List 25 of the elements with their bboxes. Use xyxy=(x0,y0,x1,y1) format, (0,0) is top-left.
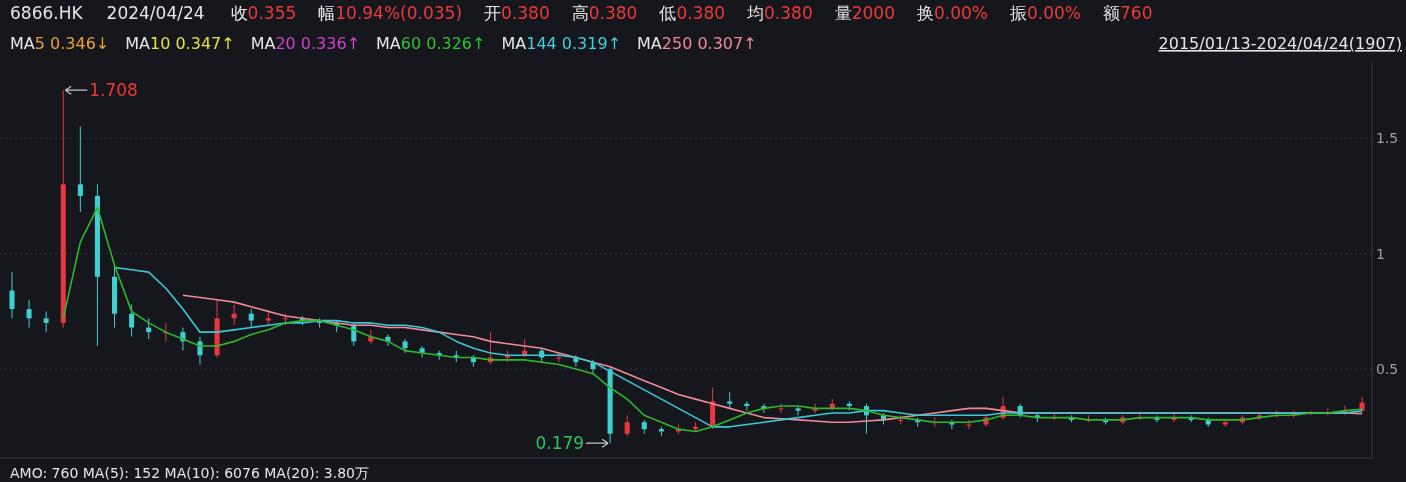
text: 高0.380 xyxy=(571,3,638,23)
chart-title: 6866.HK xyxy=(10,3,84,23)
y-tick-label: 0.5 xyxy=(1376,361,1399,378)
text: 量2000 xyxy=(834,3,895,23)
text: 2015/01/13-2024/04/24(1907) xyxy=(1158,34,1402,53)
text: 开0.380 xyxy=(484,3,550,23)
text: 收0.355 xyxy=(230,3,297,23)
text: 幅10.94%(0.035) xyxy=(318,3,463,23)
text: 均0.380 xyxy=(746,3,813,23)
text: MA5 0.346↓ xyxy=(10,34,110,53)
annotation: 0.179 xyxy=(535,433,585,454)
text: MA144 0.319↑ xyxy=(501,34,622,53)
annotation: 1.708 xyxy=(89,80,138,101)
text: 低0.380 xyxy=(659,3,726,23)
text: 换0.00% xyxy=(916,3,988,23)
text: MA20 0.336↑ xyxy=(250,34,361,53)
text: AMO: 760 MA(5): 152 MA(10): 6076 MA(20): 3.80万 xyxy=(10,465,369,481)
y-tick-label: 1.5 xyxy=(1376,130,1399,147)
text: MA60 0.326↑ xyxy=(376,34,486,53)
text: MA250 0.307↑ xyxy=(637,34,757,53)
text: 振0.00% xyxy=(1010,3,1082,23)
text: 2024/04/24 xyxy=(106,3,205,23)
y-tick-label: 1 xyxy=(1376,245,1385,262)
text: 额760 xyxy=(1103,3,1153,23)
text: MA10 0.347↑ xyxy=(125,34,235,53)
